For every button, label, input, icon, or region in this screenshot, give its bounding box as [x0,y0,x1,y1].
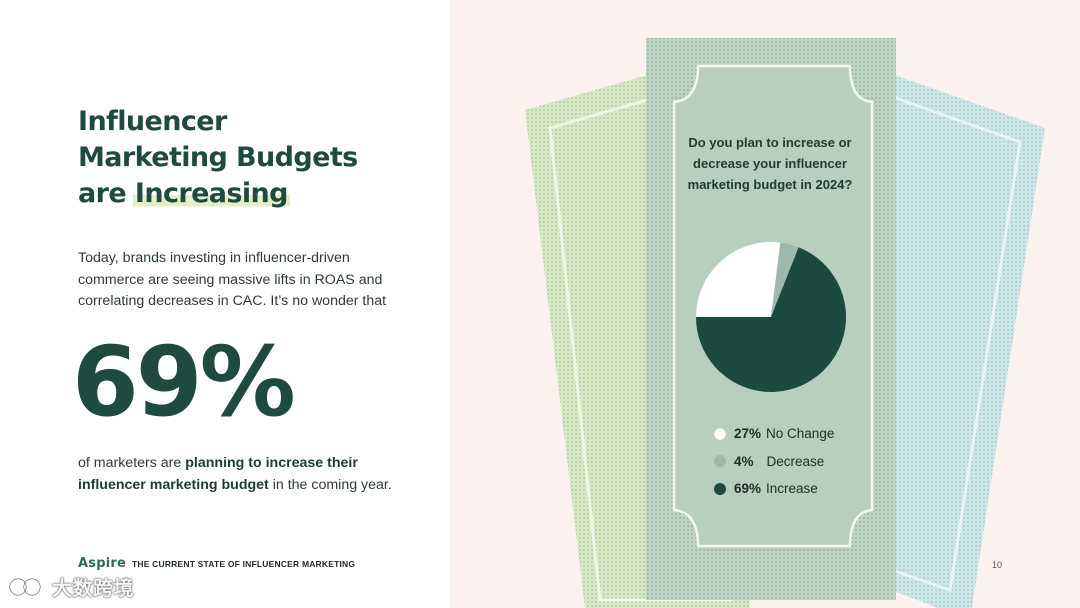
legend-label: No Change [766,426,835,442]
left-panel: Influencer Marketing Budgets are Increas… [0,0,450,608]
page-number: 10 [991,560,1002,570]
brand-logo: Aspire [78,556,126,571]
legend-swatch [714,482,726,495]
title-line-are: are [78,178,127,209]
legend-swatch [714,455,726,468]
title-line: Marketing Budgets [78,142,358,173]
watermark-logo-icon [9,578,41,595]
intro-paragraph: Today, brands investing in influencer-dr… [78,250,387,309]
pie-slice-decrease [771,242,799,317]
pie-slice-increase [696,247,846,393]
pie-slice-no-change [696,241,781,317]
report-title: THE CURRENT STATE OF INFLUENCER MARKETIN… [132,559,356,569]
outro-post: in the coming year. [268,477,392,493]
title-line: are Increasing [78,176,418,212]
legend-value: 69% [734,481,762,497]
chart-legend: 27% No Change 4% Decrease 69% Increase [714,420,884,503]
big-stat: 69% [72,326,296,438]
title-line: Influencer [78,106,227,137]
watermark: 大数跨境 [8,572,134,601]
legend-item: 27% No Change [714,420,884,448]
legend-swatch [714,427,726,440]
watermark-text: 大数跨境 [52,578,134,600]
page-title: Influencer Marketing Budgets are Increas… [78,104,418,212]
outro-paragraph: of marketers are planning to increase th… [78,452,418,496]
legend-item: 4% Decrease [714,448,884,476]
outro-bold: planning to increase their influencer ma… [78,455,358,493]
legend-item: 69% Increase [714,475,884,503]
legend-label: Decrease [766,453,825,469]
title-highlight: Increasing [132,178,290,209]
pie-chart [696,241,846,393]
right-panel: Do you plan to increase or decrease your… [450,0,1080,608]
legend-label: Increase [766,481,818,497]
legend-value: 4% [734,453,754,469]
outro-pre: of marketers are [78,455,186,471]
legend-value: 27% [734,426,762,442]
chart-question: Do you plan to increase or decrease your… [687,135,853,192]
